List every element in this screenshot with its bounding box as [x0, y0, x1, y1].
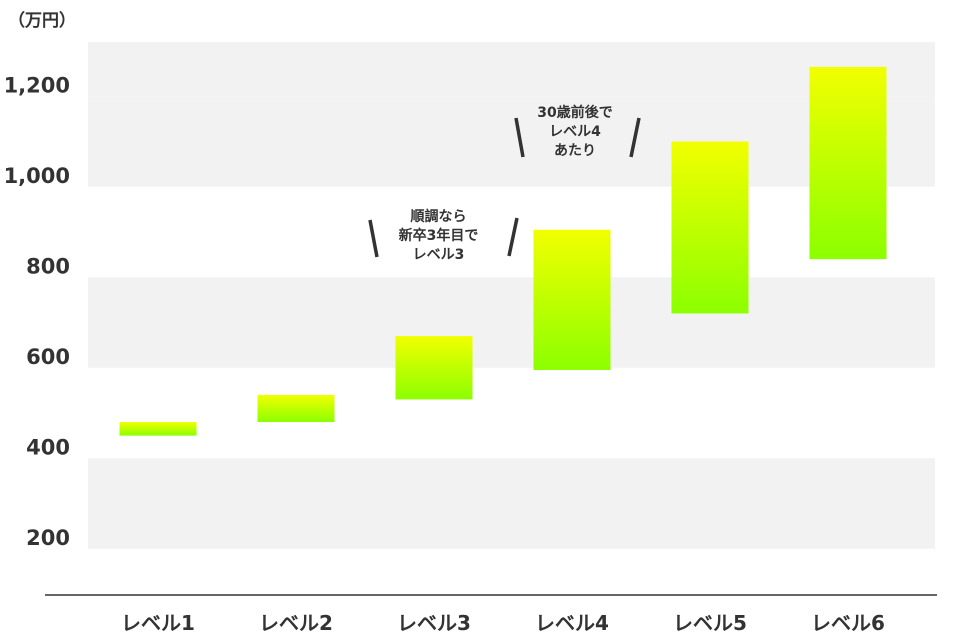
bar-1: [119, 422, 197, 436]
annotation-level4: 30歳前後で レベル4 あたり: [537, 105, 613, 159]
y-tick-label: 1,200: [4, 73, 70, 97]
annotation-bracket: [514, 117, 525, 158]
grid-band: [88, 96, 935, 187]
annotation-bracket: [368, 219, 379, 258]
x-tick-label: レベル5: [673, 611, 747, 635]
grid-bands: [88, 41, 935, 549]
y-axis-unit-label: （万円）: [8, 11, 76, 31]
bars: [119, 66, 887, 436]
grid-band: [88, 41, 935, 97]
y-tick-label: 600: [26, 345, 70, 369]
y-axis-ticks: 200 400 600 800 1,000 1,200: [4, 73, 70, 550]
x-tick-label: レベル6: [811, 611, 885, 635]
x-axis-ticks: レベル1 レベル2 レベル3 レベル4 レベル5 レベル6: [121, 611, 885, 635]
y-tick-label: 400: [26, 435, 70, 459]
x-tick-label: レベル4: [535, 611, 609, 635]
y-tick-label: 1,000: [4, 164, 70, 188]
annotation-brackets: [368, 117, 641, 258]
annotation-bracket: [507, 217, 519, 257]
bar-2: [257, 394, 335, 423]
grid-band: [88, 458, 935, 549]
grid-band: [88, 277, 935, 368]
bar-6: [809, 66, 887, 260]
y-tick-label: 800: [26, 254, 70, 278]
bar-5: [671, 141, 749, 314]
annotation-level3: 順調なら 新卒3年目で レベル3: [398, 209, 479, 263]
bar-4: [533, 229, 611, 371]
y-tick-label: 200: [26, 526, 70, 550]
x-tick-label: レベル3: [397, 611, 471, 635]
x-tick-label: レベル1: [121, 611, 195, 635]
annotation-bracket: [629, 117, 641, 158]
bar-3: [395, 336, 473, 400]
x-tick-label: レベル2: [259, 611, 333, 635]
